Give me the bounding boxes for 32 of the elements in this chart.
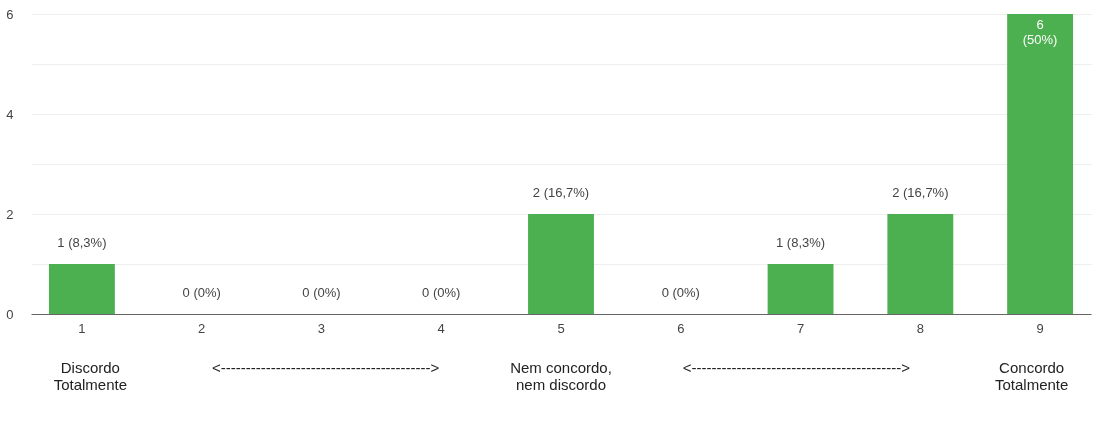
x-tick-label: 9: [1036, 320, 1044, 336]
x-tick-label: 3: [317, 320, 326, 336]
x-tick-label: 8: [916, 320, 924, 336]
x-tick-label: 7: [796, 320, 805, 336]
text: Nem concordo, nem discordo: [510, 359, 612, 393]
text: <------------------------------------------>: [682, 359, 911, 376]
text: Concordo Totalmente: [994, 359, 1069, 393]
y-tick-label: 0: [6, 306, 14, 322]
data-label: 1 (8,3%): [775, 235, 826, 250]
data-label: 0 (0%): [182, 285, 221, 300]
y-tick-label: 2: [6, 206, 14, 222]
y-tick-label: 6: [6, 6, 14, 22]
bar: [1007, 14, 1074, 314]
bar: [48, 264, 115, 314]
x-tick-label: 2: [198, 320, 206, 336]
data-label: 0 (0%): [422, 285, 461, 300]
x-tick-label: 4: [437, 320, 445, 336]
text: <------------------------------------------>: [212, 359, 440, 376]
data-label: 0 (0%): [661, 285, 700, 300]
data-label: 0 (0%): [302, 285, 341, 300]
bar: [528, 214, 594, 314]
bar: [767, 264, 834, 314]
data-label: 2 (16,7%): [532, 185, 590, 200]
data-label: 2 (16,7%): [892, 185, 949, 200]
x-tick-label: 5: [557, 320, 565, 336]
data-label: 1 (8,3%): [57, 235, 107, 250]
y-tick-label: 4: [6, 106, 14, 122]
x-tick-label: 1: [78, 320, 86, 336]
x-tick-label: 6: [677, 320, 685, 336]
bar: [887, 214, 954, 314]
text: Discordo Totalmente: [53, 359, 128, 393]
data-label: 6 (50%): [1022, 17, 1058, 47]
